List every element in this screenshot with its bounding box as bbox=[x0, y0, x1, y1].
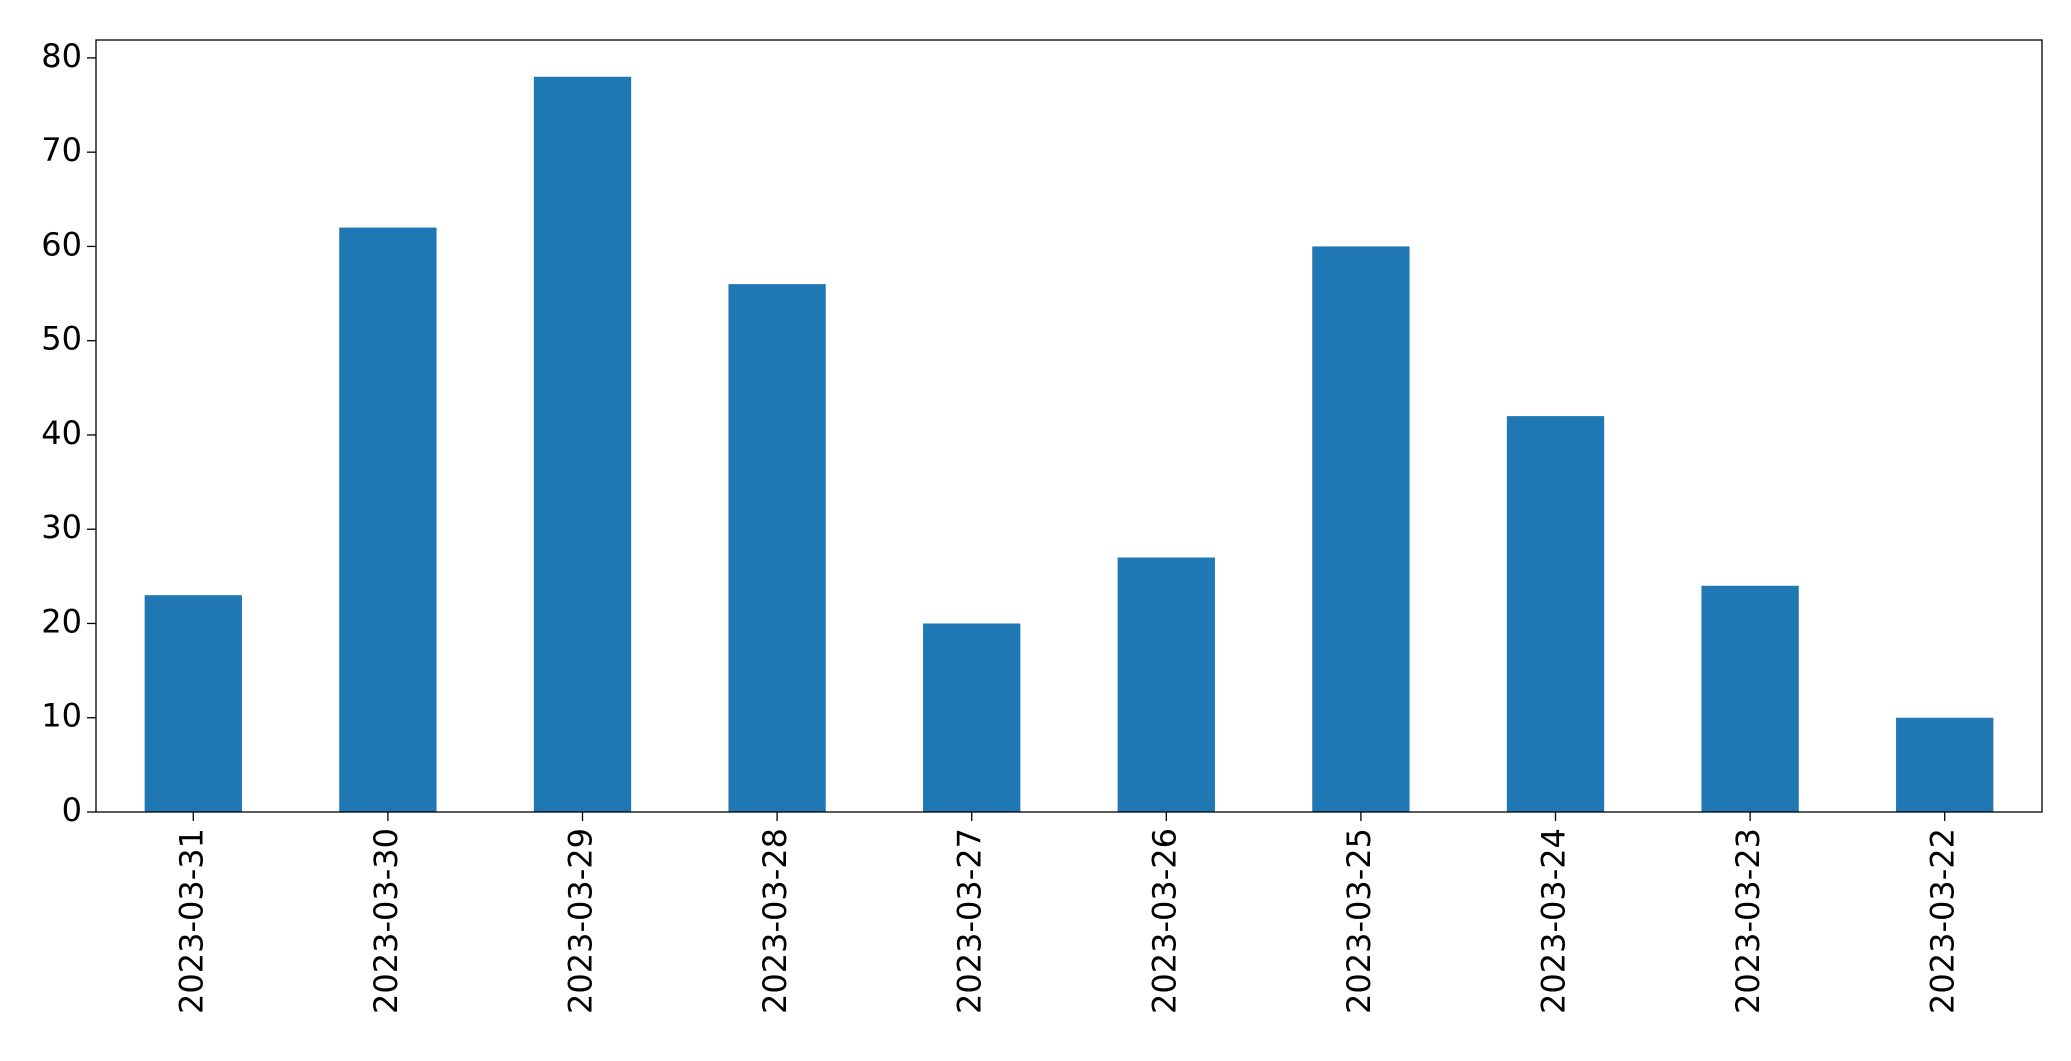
x-tick-label: 2023-03-30 bbox=[367, 828, 405, 1014]
x-tick-label: 2023-03-23 bbox=[1729, 828, 1767, 1014]
x-tick-label: 2023-03-25 bbox=[1340, 828, 1378, 1014]
y-tick-label: 20 bbox=[41, 602, 82, 640]
x-tick-label: 2023-03-27 bbox=[951, 828, 989, 1014]
y-tick-label: 70 bbox=[41, 131, 82, 169]
y-tick-label: 30 bbox=[41, 508, 82, 546]
y-tick-label: 80 bbox=[41, 37, 82, 75]
y-tick-label: 50 bbox=[41, 320, 82, 358]
x-tick-label: 2023-03-24 bbox=[1535, 828, 1573, 1014]
plot-frame bbox=[95, 39, 2043, 813]
bar bbox=[533, 76, 632, 812]
bar bbox=[144, 595, 242, 812]
bar bbox=[339, 227, 437, 813]
bar bbox=[1506, 416, 1605, 812]
y-tick-label: 60 bbox=[41, 225, 82, 263]
x-tick-label: 2023-03-31 bbox=[172, 828, 210, 1014]
bar bbox=[728, 284, 826, 813]
y-tick-label: 0 bbox=[62, 791, 82, 829]
x-tick-label: 2023-03-22 bbox=[1924, 828, 1962, 1014]
bar bbox=[923, 623, 1021, 812]
y-tick-label: 10 bbox=[41, 697, 82, 735]
x-tick-label: 2023-03-28 bbox=[756, 828, 794, 1014]
bar bbox=[1701, 585, 1799, 812]
y-tick-label: 40 bbox=[41, 414, 82, 452]
bar bbox=[1896, 717, 1994, 812]
x-tick-label: 2023-03-29 bbox=[562, 828, 600, 1014]
bar bbox=[1312, 246, 1410, 812]
x-tick-label: 2023-03-26 bbox=[1145, 828, 1183, 1014]
bar bbox=[1117, 557, 1215, 812]
